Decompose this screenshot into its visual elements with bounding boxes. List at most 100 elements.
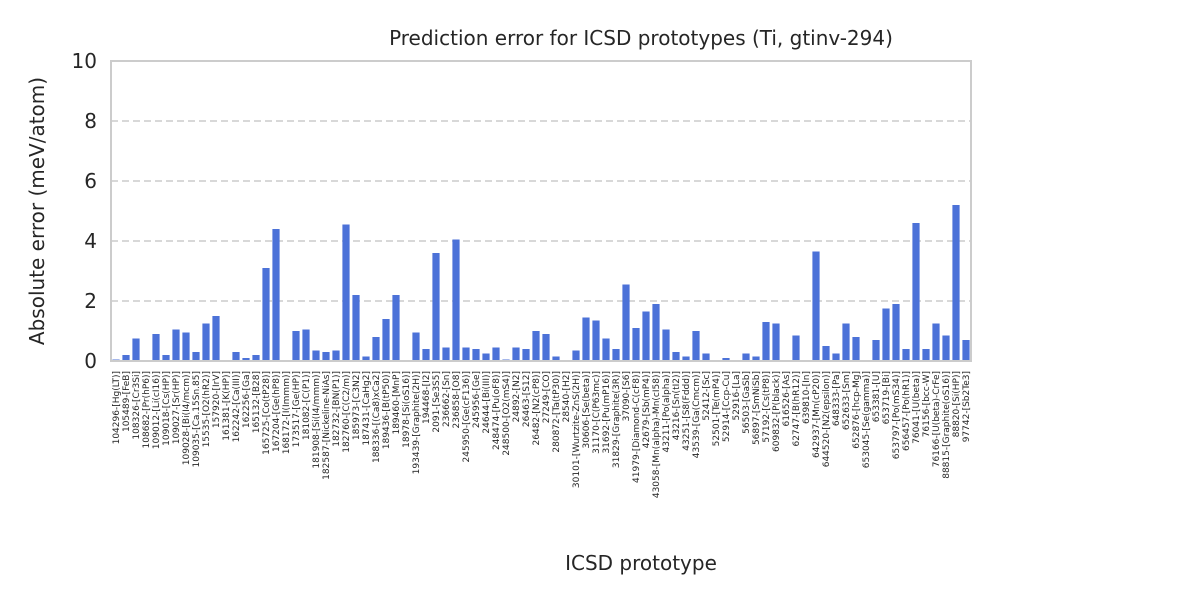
x-tick-label: 181082-[C(P1)] <box>302 371 312 440</box>
x-tick-label: 109027-[Sr(HP)] <box>172 371 182 444</box>
x-tick-label: 43539-[Ga(Cmcm)] <box>692 371 702 458</box>
bar <box>332 350 340 361</box>
x-tick-label: 157920-[IrV] <box>212 371 222 428</box>
bar <box>662 329 670 361</box>
bar <box>962 340 970 361</box>
bar <box>772 323 780 361</box>
bar <box>652 304 660 361</box>
bar <box>642 311 650 361</box>
y-tick-label: 2 <box>84 289 97 313</box>
bar <box>252 355 260 361</box>
x-tick-label: 109018-[Cs(HP)] <box>162 371 172 446</box>
x-tick-label: 167204-[Ge(hP8)] <box>272 371 282 452</box>
x-tick-label: 161381-[K(HP)] <box>222 371 232 441</box>
bar <box>682 356 690 361</box>
bars <box>112 205 970 361</box>
bar <box>572 350 580 361</box>
bar <box>162 355 170 361</box>
x-tick-label: 26463-[S12] <box>522 371 532 427</box>
x-tick-label: 653719-[Bi] <box>882 371 892 424</box>
bar <box>532 331 540 361</box>
x-tick-label: 56503-[GaSb] <box>742 371 752 434</box>
bar <box>242 358 250 361</box>
bar <box>182 332 190 361</box>
bar <box>412 332 420 361</box>
x-tick-label: 31692-[Pu(mP16)] <box>602 371 612 454</box>
x-tick-label: 26482-[N2(cP8)] <box>532 371 542 445</box>
bar <box>752 356 760 361</box>
chart-title: Prediction error for ICSD prototypes (Ti… <box>389 26 893 50</box>
bar <box>822 346 830 361</box>
y-tick-label: 6 <box>84 169 97 193</box>
bar <box>542 334 550 361</box>
x-tick-label: 30101-[Wurtzite-ZnS(2H)] <box>572 371 582 488</box>
x-tick-label: 185973-[C3N2] <box>352 371 362 440</box>
x-tick-label: 236858-[O8] <box>452 371 462 428</box>
x-tick-label: 245950-[Ge(cF136)] <box>462 371 472 462</box>
x-tick-label: 108326-[Cr3Si] <box>132 371 142 440</box>
x-tick-label: 56897-[SmNiSb] <box>752 371 762 445</box>
bar <box>742 353 750 361</box>
x-tick-label: 639810-[In] <box>802 371 812 424</box>
x-tick-label: 43216-[Sn(tI2)] <box>672 371 682 440</box>
x-tick-label: 27249-[CO] <box>542 371 552 423</box>
x-tick-label: 194468-[I2] <box>422 371 432 424</box>
bar <box>202 323 210 361</box>
bar <box>362 356 370 361</box>
x-tick-label: 18978-[Si(oS16)] <box>402 371 412 448</box>
gridlines <box>111 120 971 302</box>
x-tick-label: 43058-[Mn(alpha)-Mn(cI58)] <box>652 371 662 498</box>
bar <box>312 350 320 361</box>
x-tick-label: 15535-[O2(hR2)] <box>202 371 212 447</box>
bar <box>192 352 200 361</box>
x-tick-label: 88820-[Si(HP)] <box>952 371 962 437</box>
x-tick-label: 109028-[Bi(I4/mcm)] <box>182 371 192 465</box>
x-tick-label: 652633-[Sm] <box>842 371 852 430</box>
bar <box>422 349 430 361</box>
x-tick-label: 104296-[Hg(LT)] <box>112 371 122 444</box>
bar <box>462 347 470 361</box>
bar <box>172 329 180 361</box>
x-tick-label: 653045-[Se(gamma)] <box>862 371 872 468</box>
bar <box>582 317 590 361</box>
y-tick-labels: 0 2 4 6 8 10 <box>72 49 97 373</box>
bar <box>322 352 330 361</box>
bar <box>902 349 910 361</box>
bar <box>262 268 270 361</box>
y-tick-label: 8 <box>84 109 97 133</box>
x-tick-label: 652876-[hcp-Mg] <box>852 371 862 449</box>
x-tick-label: 43211-[Po(alpha)] <box>662 371 672 452</box>
bar <box>852 337 860 361</box>
x-tick-label: 165132-[B28] <box>252 371 262 433</box>
x-tick-label: 31829-[Graphite(3R)] <box>612 371 622 468</box>
x-tick-label: 165725-[Co(tP28)] <box>262 371 272 455</box>
x-tick-label: 109035-[Ca.15Sn.85] <box>192 371 202 467</box>
x-axis-label: ICSD prototype <box>565 551 717 575</box>
x-tick-label: 2091-[Se3S5] <box>432 371 442 433</box>
x-tick-label: 642937-[Mn(cP20)] <box>812 371 822 458</box>
bar <box>952 205 960 361</box>
bar <box>512 347 520 361</box>
bar <box>352 295 360 361</box>
x-tick-label: 162242-[Ca(III)] <box>232 371 242 442</box>
bar <box>812 251 820 361</box>
bar <box>882 308 890 361</box>
x-tick-label: 108682-[Pr(hP6)] <box>142 371 152 448</box>
bar <box>272 229 280 361</box>
y-axis-label: Absolute error (meV/atom) <box>25 77 49 345</box>
bar <box>702 353 710 361</box>
bar <box>492 347 500 361</box>
x-tick-label: 76166-[U(beta)-CrFe] <box>932 371 942 467</box>
bar <box>342 224 350 361</box>
bar <box>622 284 630 361</box>
plot-frame <box>110 60 972 362</box>
bar <box>632 328 640 361</box>
x-tick-label: 644520-[N2(epsilon)] <box>822 371 832 467</box>
x-tick-label: 245956-[Ge] <box>472 371 482 428</box>
bar <box>592 320 600 361</box>
x-tick-label: 248474-[Pu(oF8)] <box>492 371 502 450</box>
bar <box>912 223 920 361</box>
bar <box>942 335 950 361</box>
x-tick-label: 236662-[Sn] <box>442 371 452 427</box>
bar <box>842 323 850 361</box>
